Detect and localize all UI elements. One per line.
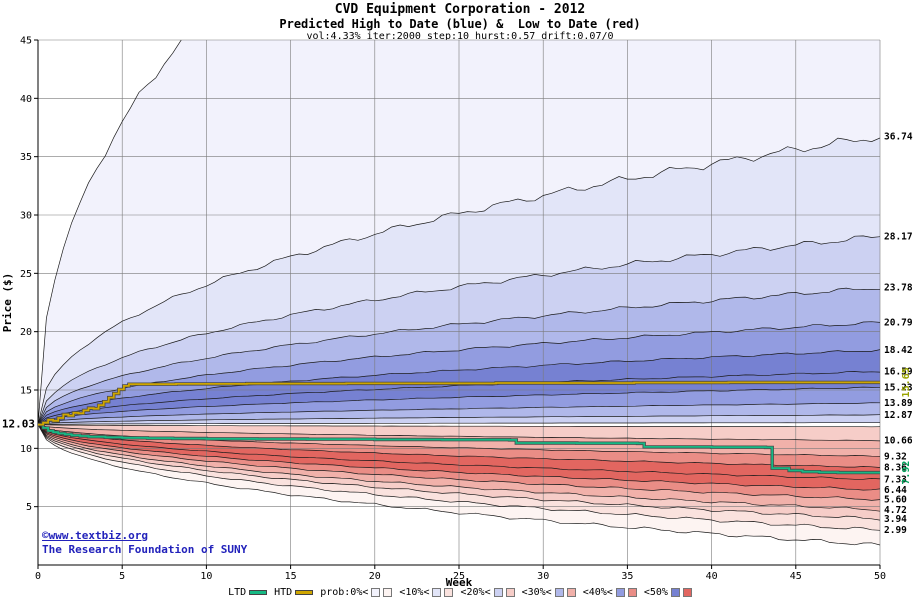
svg-text:30: 30 bbox=[20, 211, 32, 222]
svg-text:20: 20 bbox=[20, 327, 32, 338]
chart-title: CVD Equipment Corporation - 2012 bbox=[334, 2, 586, 17]
chart-legend: LTD HTD prob:0%< <10%< <20%< <30%< <40%< <50% bbox=[0, 587, 920, 598]
svg-text:6.44: 6.44 bbox=[884, 485, 907, 496]
svg-text:10: 10 bbox=[200, 571, 212, 582]
svg-text:15: 15 bbox=[20, 386, 32, 397]
svg-text:10: 10 bbox=[20, 444, 32, 455]
legend-swatch-blue bbox=[615, 588, 625, 597]
svg-text:2.99: 2.99 bbox=[884, 525, 907, 536]
right-value-labels: 36.74 28.17 23.78 20.79 18.42 16.59 15.23 13.89… bbox=[884, 131, 913, 536]
svg-text:5: 5 bbox=[119, 571, 125, 582]
svg-text:9.32: 9.32 bbox=[884, 451, 907, 462]
chart-subtitle: Predicted High to Date (blue) & Low to D… bbox=[279, 17, 641, 31]
svg-text:15.23: 15.23 bbox=[884, 382, 913, 393]
legend-line-swatch bbox=[249, 590, 268, 595]
legend-label: HTD bbox=[274, 587, 293, 598]
svg-text:20: 20 bbox=[369, 571, 381, 582]
axis-labels: 5 10 15 20 25 30 35 40 45 0 5 10 15 20 25 30 35 40 45 50 Pri… bbox=[1, 36, 886, 590]
legend-label: LTD bbox=[228, 587, 247, 598]
svg-text:30: 30 bbox=[537, 571, 549, 582]
legend-swatch-blue bbox=[670, 588, 680, 597]
axes bbox=[34, 39, 881, 569]
svg-text:25: 25 bbox=[20, 269, 32, 280]
svg-text:45: 45 bbox=[20, 36, 32, 47]
legend-item-prob-20: <20%< bbox=[460, 587, 515, 598]
chart-parameters: vol:4.33% iter:2000 step:10 hurst:0.57 d… bbox=[306, 31, 614, 42]
x-axis-label: Week bbox=[446, 576, 473, 589]
svg-text:0: 0 bbox=[35, 571, 41, 582]
svg-text:36.74: 36.74 bbox=[884, 131, 913, 142]
ltd-final-label: 7.92 bbox=[901, 461, 912, 485]
legend-label: <20%< bbox=[460, 587, 491, 598]
svg-text:15: 15 bbox=[285, 571, 297, 582]
legend-item-prob-30: <30%< bbox=[522, 587, 576, 598]
credit-organization: The Research Foundation of SUNY bbox=[42, 543, 248, 556]
legend-label: prob:0%< bbox=[320, 587, 369, 598]
svg-text:28.17: 28.17 bbox=[884, 231, 913, 242]
svg-text:13.89: 13.89 bbox=[884, 398, 913, 409]
legend-label: <10%< bbox=[399, 587, 430, 598]
svg-text:40: 40 bbox=[20, 94, 32, 105]
svg-text:25: 25 bbox=[453, 571, 465, 582]
svg-text:16.59: 16.59 bbox=[884, 366, 913, 377]
start-price-label: 12.03 bbox=[2, 418, 35, 431]
htd-line bbox=[38, 380, 880, 427]
legend-swatch-red bbox=[682, 588, 692, 597]
svg-text:20.79: 20.79 bbox=[884, 317, 913, 328]
legend-item-ltd: LTD bbox=[228, 587, 268, 598]
legend-swatch-blue bbox=[432, 588, 442, 597]
svg-text:23.78: 23.78 bbox=[884, 283, 913, 294]
y-axis-label: Price ($) bbox=[1, 273, 14, 333]
legend-item-prob-50: <50% bbox=[644, 587, 692, 598]
legend-swatch-red bbox=[566, 588, 576, 597]
svg-text:5.60: 5.60 bbox=[884, 495, 907, 506]
legend-label: <50% bbox=[643, 587, 668, 598]
svg-text:4.72: 4.72 bbox=[884, 505, 907, 516]
legend-item-prob-10: <10%< bbox=[399, 587, 454, 598]
svg-text:45: 45 bbox=[790, 571, 802, 582]
svg-text:35: 35 bbox=[20, 152, 32, 163]
legend-item-prob-40: <40%< bbox=[583, 587, 637, 598]
svg-text:7.33: 7.33 bbox=[884, 474, 907, 485]
svg-text:12.87: 12.87 bbox=[884, 410, 913, 421]
svg-text:50: 50 bbox=[874, 571, 886, 582]
htd-final-label: 15.65 bbox=[901, 367, 912, 397]
legend-label: <30%< bbox=[521, 587, 552, 598]
legend-swatch-blue bbox=[371, 588, 381, 597]
svg-text:8.36: 8.36 bbox=[884, 462, 907, 473]
svg-text:35: 35 bbox=[621, 571, 633, 582]
credit-website-link[interactable]: ©www.textbiz.org bbox=[42, 529, 148, 542]
svg-text:5: 5 bbox=[26, 502, 32, 513]
svg-text:18.42: 18.42 bbox=[884, 345, 913, 356]
legend-item-prob-0: prob:0%< bbox=[320, 587, 393, 598]
svg-text:40: 40 bbox=[706, 571, 718, 582]
svg-text:10.66: 10.66 bbox=[884, 436, 913, 447]
legend-swatch-red bbox=[505, 588, 515, 597]
legend-item-htd: HTD bbox=[274, 587, 314, 598]
legend-swatch-blue bbox=[554, 588, 564, 597]
legend-swatch-blue bbox=[493, 588, 503, 597]
percentile-lines bbox=[38, 40, 880, 546]
legend-swatch-red bbox=[627, 588, 637, 597]
ltd-line bbox=[38, 422, 880, 475]
svg-text:3.94: 3.94 bbox=[884, 514, 907, 525]
legend-swatch-red bbox=[383, 588, 393, 597]
legend-swatch-red bbox=[444, 588, 454, 597]
legend-line-swatch bbox=[295, 590, 314, 595]
legend-label: <40%< bbox=[582, 587, 613, 598]
